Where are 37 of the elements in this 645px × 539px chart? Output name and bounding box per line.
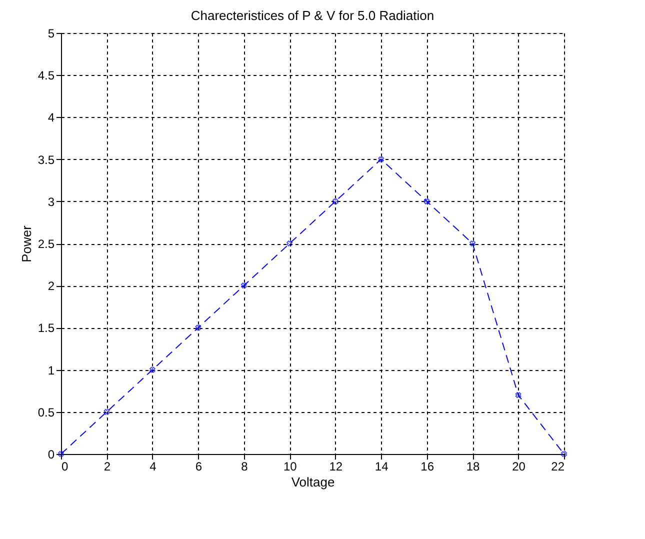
- y-axis-title: Power: [18, 224, 34, 262]
- x-tick-label: 10: [283, 460, 298, 474]
- point: [378, 156, 384, 162]
- x-tick-label: 8: [241, 460, 248, 474]
- y-tick-label: 2: [48, 279, 55, 294]
- point: [240, 282, 247, 289]
- y-tick-label: 2.5: [38, 237, 55, 251]
- x-tick-label: 12: [329, 460, 343, 474]
- point: [332, 198, 338, 204]
- y-tick-label: 3: [48, 194, 55, 209]
- y-tick-label: 3.5: [38, 152, 55, 167]
- x-tick-label: 2: [104, 460, 111, 474]
- x-tick-label: 14: [374, 460, 389, 474]
- x-tick-label: 20: [512, 460, 526, 474]
- x-tick-label: 4: [150, 460, 157, 474]
- x-axis-title: Voltage: [291, 474, 335, 490]
- y-tick-label: 1.5: [38, 321, 55, 336]
- point: [561, 451, 567, 457]
- y-tick-label: 0.5: [38, 405, 55, 420]
- y-tick-label: 5: [48, 26, 55, 40]
- point: [149, 366, 156, 373]
- x-tick-label: 18: [466, 460, 480, 474]
- y-tick-label: 1: [48, 363, 55, 378]
- point: [515, 392, 522, 398]
- y-tick-label: 0: [48, 448, 55, 462]
- x-tick-label: 6: [195, 460, 202, 474]
- y-tick-label: 4.5: [38, 68, 55, 83]
- point: [104, 408, 110, 415]
- chart-title: Charecteristices of P & V for 5.0 Radiation: [190, 8, 434, 23]
- point: [286, 240, 293, 246]
- x-tick-label: 22: [551, 460, 565, 474]
- x-tick-label: 16: [420, 460, 434, 474]
- x-tick-label: 0: [62, 460, 68, 474]
- point: [195, 324, 202, 331]
- y-tick-label: 4: [48, 110, 55, 125]
- point: [470, 240, 476, 246]
- point: [424, 198, 430, 204]
